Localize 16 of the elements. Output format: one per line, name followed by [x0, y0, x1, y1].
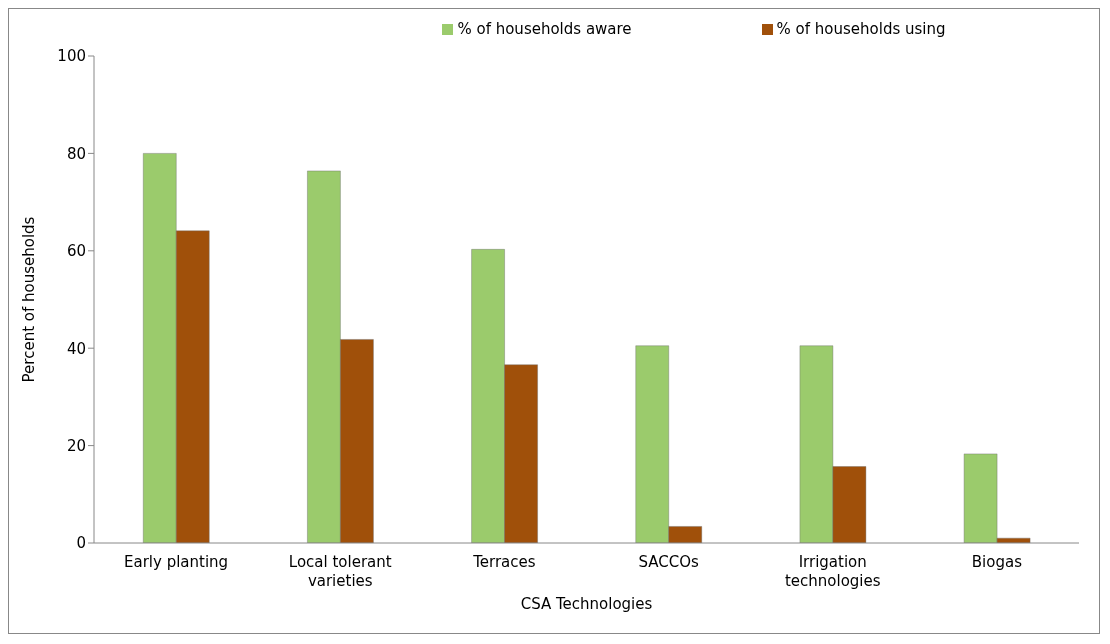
y-tick-label: 0: [76, 534, 86, 553]
x-tick-label: Early planting: [124, 553, 229, 571]
y-tick-label: 60: [66, 242, 86, 261]
y-axis-title: Percent of households: [20, 216, 39, 383]
x-tick-label: Irrigation technologies: [784, 553, 881, 590]
y-tick-label: 100: [57, 47, 86, 66]
legend-label: % of households aware: [457, 20, 632, 38]
y-tick-label: 40: [66, 339, 86, 358]
x-tick-label: Terraces: [472, 553, 536, 571]
x-tick-label: Biogas: [971, 553, 1023, 571]
x-tick-label: Local tolerant varieties: [288, 553, 392, 590]
x-tick-label: SACCOs: [638, 553, 699, 571]
y-tick-label: 80: [66, 144, 86, 163]
y-tick-label: 20: [66, 436, 86, 455]
legend-label: % of households using: [776, 20, 946, 38]
x-axis-title: CSA Technologies: [520, 595, 653, 613]
